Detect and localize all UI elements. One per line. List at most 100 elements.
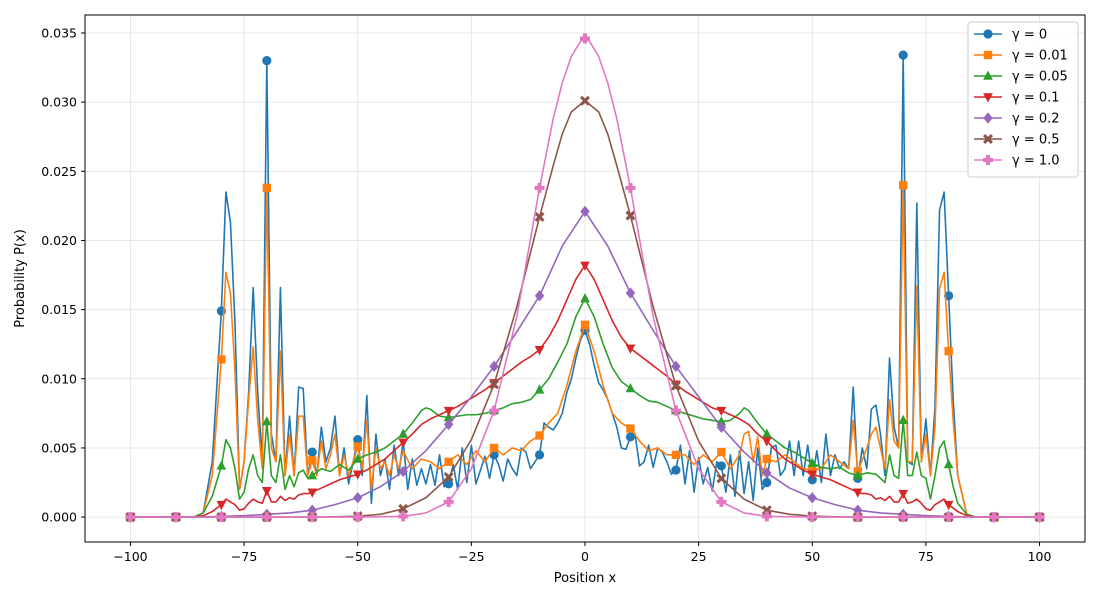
- series-6: [125, 33, 1045, 523]
- legend-label: γ = 0.1: [1012, 91, 1060, 106]
- legend-marker: [983, 50, 993, 60]
- y-tick-label: 0.005: [41, 440, 77, 455]
- data-point: [944, 291, 954, 301]
- data-point: [625, 344, 636, 354]
- data-point: [216, 500, 227, 511]
- data-point: [670, 380, 681, 391]
- data-point: [307, 512, 318, 523]
- data-point: [352, 453, 363, 463]
- data-point: [943, 500, 954, 511]
- data-point: [443, 418, 454, 431]
- x-tick-label: −100: [113, 549, 147, 564]
- x-tick-label: 50: [804, 549, 820, 564]
- data-point: [716, 496, 727, 507]
- data-point: [444, 457, 453, 466]
- data-point: [579, 33, 591, 44]
- x-tick-label: 25: [691, 549, 707, 564]
- data-point: [353, 492, 363, 504]
- data-point: [943, 459, 954, 469]
- data-point: [170, 512, 181, 523]
- legend-item: γ = 0: [974, 28, 1047, 43]
- data-point: [580, 205, 590, 218]
- data-point: [580, 293, 590, 303]
- data-point: [898, 489, 909, 500]
- x-axis-label: Position x: [554, 571, 617, 586]
- data-point: [898, 512, 909, 523]
- series-layer: [125, 33, 1045, 523]
- series-line: [130, 54, 1040, 518]
- data-point: [398, 511, 409, 522]
- x-tick-label: 100: [1028, 549, 1052, 564]
- y-tick-label: 0.025: [41, 164, 77, 179]
- data-point: [580, 320, 590, 330]
- data-point: [443, 496, 454, 507]
- data-point: [443, 472, 454, 482]
- legend-label: γ = 0.05: [1012, 70, 1068, 85]
- data-point: [899, 180, 908, 190]
- data-point: [261, 416, 272, 426]
- x-tick-label: 0: [581, 549, 589, 564]
- legend-marker: [983, 134, 993, 144]
- data-point: [398, 438, 409, 448]
- legend-marker: [983, 112, 993, 124]
- data-point: [489, 360, 499, 372]
- data-point: [444, 479, 454, 489]
- data-point: [398, 428, 409, 438]
- legend-item: γ = 0.05: [974, 70, 1068, 85]
- legend: γ = 0 γ = 0.01 γ = 0.05 γ = 0.1 γ = 0.2 γ = 0…: [967, 21, 1079, 178]
- data-point: [534, 384, 545, 394]
- data-point: [125, 512, 136, 523]
- data-point: [625, 287, 636, 299]
- data-point: [671, 360, 681, 372]
- data-point: [898, 414, 909, 425]
- data-point: [762, 477, 772, 488]
- data-point: [534, 290, 545, 302]
- data-point: [625, 382, 636, 393]
- legend-label: γ = 0: [1012, 28, 1047, 43]
- x-tick-label: −75: [231, 549, 257, 564]
- data-point: [944, 346, 953, 356]
- axis-layer: −100 −75 −50 −25 0 25 50 75 100 0.000 0.005 0.010 0.…: [41, 25, 1051, 564]
- legend-label: γ = 0.5: [1012, 133, 1060, 148]
- x-tick-label: −50: [345, 549, 371, 564]
- legend-label: γ = 0.2: [1012, 112, 1060, 127]
- y-tick-label: 0.015: [41, 302, 77, 317]
- x-tick-label: −25: [458, 549, 484, 564]
- data-point: [717, 447, 726, 457]
- y-tick-label: 0.010: [41, 371, 77, 386]
- data-point: [671, 465, 681, 475]
- data-point: [580, 261, 590, 271]
- legend-item: γ = 0.2: [974, 112, 1060, 127]
- data-point: [307, 488, 318, 498]
- data-point: [671, 450, 681, 460]
- data-point: [443, 406, 454, 417]
- data-point: [262, 56, 272, 66]
- y-tick-label: 0.030: [41, 95, 77, 110]
- data-point: [626, 424, 635, 433]
- y-tick-label: 0.035: [41, 25, 77, 40]
- data-point: [262, 183, 271, 193]
- data-point: [716, 421, 727, 433]
- data-point: [852, 488, 863, 498]
- data-point: [216, 460, 227, 470]
- data-point: [716, 473, 727, 484]
- legend-label: γ = 1.0: [1012, 154, 1060, 169]
- data-point: [762, 467, 772, 479]
- data-point: [852, 512, 863, 523]
- data-point: [261, 512, 272, 523]
- legend-marker: [983, 70, 993, 80]
- data-point: [625, 210, 636, 221]
- y-tick-label: 0.020: [41, 233, 77, 248]
- data-point: [989, 512, 1000, 523]
- y-tick-label: 0.000: [41, 510, 77, 525]
- data-point: [852, 470, 863, 480]
- legend-marker: [983, 93, 993, 103]
- data-point: [807, 492, 817, 504]
- data-point: [308, 456, 317, 465]
- data-point: [217, 355, 226, 364]
- data-point: [352, 470, 363, 480]
- legend-item: γ = 0.1: [974, 91, 1060, 106]
- data-point: [670, 405, 681, 416]
- data-point: [307, 470, 318, 480]
